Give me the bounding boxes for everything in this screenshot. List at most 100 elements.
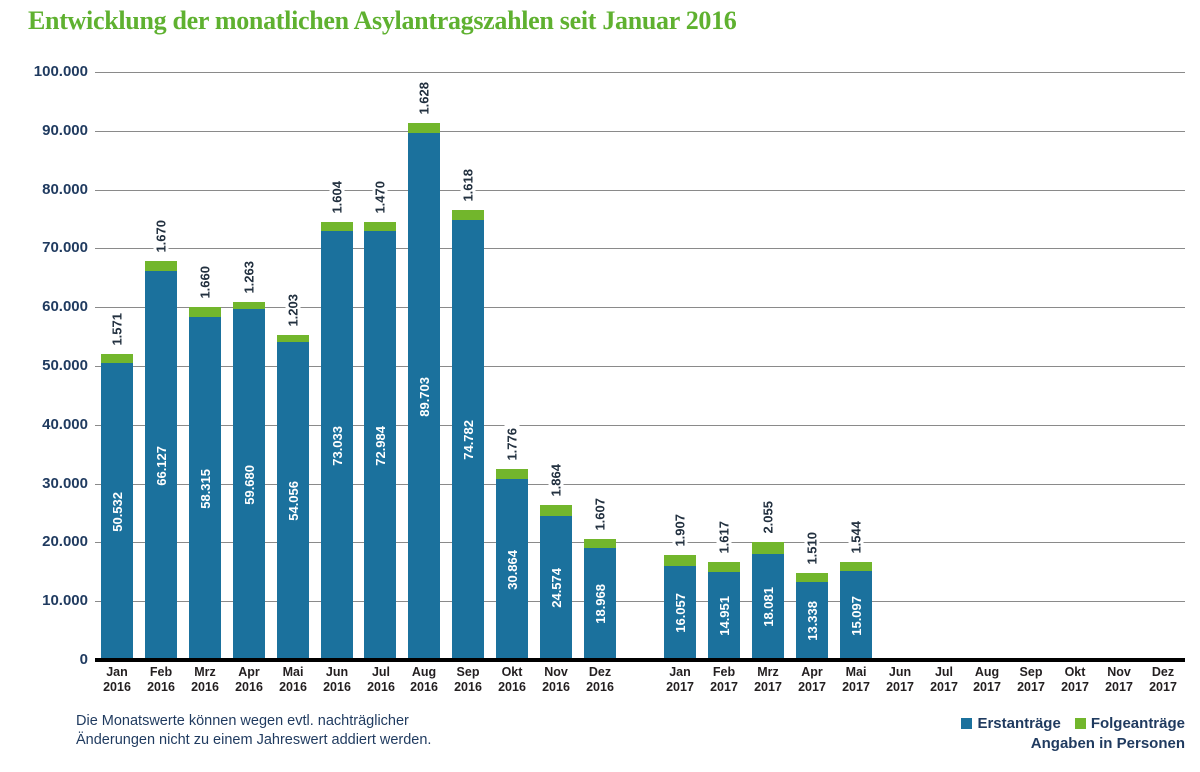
bar-jan-2017: 16.057 bbox=[664, 555, 696, 660]
erstantraege-segment: 54.056 bbox=[277, 342, 309, 660]
bar-aug-2016: 89.703 bbox=[408, 123, 440, 660]
x-tick-label: Feb 2017 bbox=[710, 665, 738, 694]
x-tick-label: Mai 2017 bbox=[842, 665, 870, 694]
x-tick-label: Jan 2016 bbox=[103, 665, 131, 694]
bar-jun-2016: 73.033 bbox=[321, 222, 353, 660]
x-tick-label: Nov 2016 bbox=[542, 665, 570, 694]
x-axis-line bbox=[95, 658, 1185, 662]
bar-mrz-2016: 58.315 bbox=[189, 307, 221, 660]
x-tick-label: Apr 2016 bbox=[235, 665, 263, 694]
x-tick-label: Mai 2016 bbox=[279, 665, 307, 694]
folgeantraege-value-label: 1.544 bbox=[848, 518, 864, 557]
folgeantraege-value-label: 2.055 bbox=[760, 498, 776, 537]
erstantraege-value-label: 73.033 bbox=[329, 425, 345, 466]
folgeantraege-segment bbox=[452, 210, 484, 220]
x-tick-label: Okt 2017 bbox=[1061, 665, 1089, 694]
x-tick-label: Aug 2017 bbox=[973, 665, 1001, 694]
bar-feb-2017: 14.951 bbox=[708, 562, 740, 660]
erstantraege-segment: 15.097 bbox=[840, 571, 872, 660]
x-tick-label: Jul 2016 bbox=[367, 665, 395, 694]
erstantraege-segment: 50.532 bbox=[101, 363, 133, 660]
erstantraege-segment: 18.081 bbox=[752, 554, 784, 660]
legend-label-folgeantraege: Folgeanträge bbox=[1090, 715, 1185, 732]
erstantraege-segment: 59.680 bbox=[233, 309, 265, 660]
x-tick-label: Apr 2017 bbox=[798, 665, 826, 694]
gridline bbox=[95, 601, 1185, 602]
erstantraege-value-label: 16.057 bbox=[672, 593, 688, 633]
x-axis: Jan 2016 Feb 2016 Mrz 2016 Apr 2016 Mai 2016 Jun 20… bbox=[95, 665, 1185, 705]
bar-okt-2016: 30.864 bbox=[496, 469, 528, 660]
x-tick-label: Okt 2016 bbox=[498, 665, 526, 694]
x-tick-label: Jun 2016 bbox=[323, 665, 351, 694]
legend-label-erstantraege: Erstanträge bbox=[977, 715, 1061, 732]
erstantraege-value-label: 50.532 bbox=[109, 491, 125, 532]
erstantraege-segment: 13.338 bbox=[796, 582, 828, 660]
bar-mai-2017: 15.097 bbox=[840, 562, 872, 660]
erstantraege-value-label: 54.056 bbox=[285, 481, 301, 521]
folgeantraege-segment bbox=[101, 354, 133, 363]
erstantraege-segment: 74.782 bbox=[452, 220, 484, 660]
erstantraege-segment: 89.703 bbox=[408, 133, 440, 660]
erstantraege-segment: 14.951 bbox=[708, 572, 740, 660]
legend-item-erstantraege: Erstanträge bbox=[961, 715, 1061, 732]
folgeantraege-segment bbox=[540, 505, 572, 516]
x-tick-label: Jan 2017 bbox=[666, 665, 694, 694]
erstantraege-value-label: 30.864 bbox=[504, 549, 520, 590]
x-tick-label: Jun 2017 bbox=[886, 665, 914, 694]
folgeantraege-segment bbox=[752, 542, 784, 554]
y-tick-label: 10.000 bbox=[42, 592, 88, 609]
chart-title: Entwicklung der monatlichen Asylantragsz… bbox=[28, 6, 737, 35]
footnote-line-2: Änderungen nicht zu einem Jahreswert add… bbox=[76, 732, 432, 748]
footnote: Die Monatswerte können wegen evtl. nacht… bbox=[76, 712, 431, 750]
erstantraege-segment: 24.574 bbox=[540, 516, 572, 660]
folgeantraege-value-label: 1.617 bbox=[716, 518, 732, 557]
erstantraege-value-label: 24.574 bbox=[548, 568, 564, 608]
folgeantraege-value-label: 1.628 bbox=[416, 79, 432, 118]
folgeantraege-value-label: 1.607 bbox=[592, 495, 608, 534]
erstantraege-segment: 18.968 bbox=[584, 548, 616, 660]
x-tick-label: Aug 2016 bbox=[410, 665, 438, 694]
folgeantraege-segment bbox=[664, 555, 696, 566]
erstantraege-value-label: 18.081 bbox=[760, 587, 776, 627]
folgeantraege-value-label: 1.776 bbox=[504, 425, 520, 464]
y-axis: 100.000 90.000 80.000 70.000 60.000 50.000 40.… bbox=[0, 63, 88, 668]
folgeantraege-segment bbox=[796, 573, 828, 582]
folgeantraege-value-label: 1.604 bbox=[329, 178, 345, 217]
bar-feb-2016: 66.127 bbox=[145, 261, 177, 660]
folgeantraege-value-label: 1.470 bbox=[372, 178, 388, 217]
folgeantraege-value-label: 1.571 bbox=[109, 310, 125, 349]
legend-row: Erstanträge Folgeanträge bbox=[961, 715, 1185, 732]
x-tick-label: Mrz 2016 bbox=[191, 665, 219, 694]
folgeantraege-segment bbox=[189, 307, 221, 317]
folgeantraege-value-label: 1.203 bbox=[285, 291, 301, 330]
gridline bbox=[95, 307, 1185, 308]
x-tick-label: Dez 2016 bbox=[586, 665, 614, 694]
y-tick-label: 100.000 bbox=[33, 63, 88, 80]
bar-jan-2016: 50.532 bbox=[101, 354, 133, 660]
y-tick-label: 0 bbox=[79, 651, 88, 668]
folgeantraege-segment bbox=[708, 562, 740, 572]
erstantraege-value-label: 13.338 bbox=[804, 601, 820, 641]
legend-note: Angaben in Personen bbox=[1030, 735, 1185, 752]
y-tick-label: 60.000 bbox=[42, 298, 88, 315]
erstantraege-value-label: 18.968 bbox=[592, 584, 608, 624]
gridline bbox=[95, 484, 1185, 485]
x-tick-label: Feb 2016 bbox=[147, 665, 175, 694]
folgeantraege-value-label: 1.864 bbox=[548, 461, 564, 500]
bar-apr-2017: 13.338 bbox=[796, 573, 828, 660]
erstantraege-segment: 72.984 bbox=[364, 231, 396, 660]
erstantraege-value-label: 66.127 bbox=[153, 445, 169, 486]
bar-jul-2016: 72.984 bbox=[364, 222, 396, 660]
x-tick-label: Sep 2017 bbox=[1017, 665, 1045, 694]
x-tick-label: Dez 2017 bbox=[1149, 665, 1177, 694]
folgeantraege-segment bbox=[233, 302, 265, 309]
erstantraege-value-label: 59.680 bbox=[241, 464, 257, 505]
folgeantraege-segment bbox=[496, 469, 528, 479]
gridline bbox=[95, 366, 1185, 367]
bar-nov-2016: 24.574 bbox=[540, 505, 572, 660]
y-tick-label: 40.000 bbox=[42, 416, 88, 433]
erstantraege-value-label: 74.782 bbox=[460, 420, 476, 460]
bar-dez-2016: 18.968 bbox=[584, 539, 616, 660]
y-tick-label: 70.000 bbox=[42, 239, 88, 256]
